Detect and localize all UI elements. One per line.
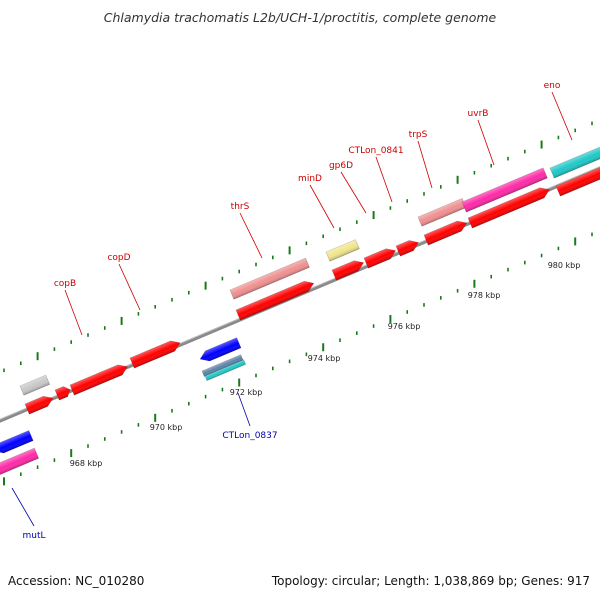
gene-red-a	[24, 395, 54, 415]
leader-line	[551, 91, 573, 141]
leader-line	[64, 289, 83, 336]
kbp-label: 980 kbp	[548, 261, 581, 270]
gene-features	[0, 144, 600, 477]
kbp-labels: 968 kbp 970 kbp 972 kbp 974 kbp 976 kbp 978 k…	[70, 261, 581, 468]
gene-CTLon_0837-cyan	[204, 359, 247, 382]
gene-red-b	[54, 386, 71, 401]
gene-CTLon_0841	[395, 240, 419, 257]
gene-copB	[69, 364, 128, 396]
accession-text: Accession: NC_010280	[8, 574, 144, 588]
gene-label: CTLon_0837	[222, 431, 277, 441]
gene-eno-cyan	[549, 144, 600, 179]
leader-line	[11, 487, 35, 527]
gene-label: CTLon_0841	[348, 146, 403, 156]
gene-trpS	[423, 220, 468, 246]
gene-label: eno	[544, 81, 561, 91]
gene-uvrB	[467, 187, 550, 229]
gene-gp6D	[363, 248, 397, 269]
leader-line	[477, 119, 495, 166]
kbp-label: 976 kbp	[388, 322, 421, 331]
map-title: Chlamydia trachomatis L2b/UCH-1/proctiti…	[104, 10, 497, 25]
gene-label: uvrB	[468, 109, 489, 119]
gene-label: minD	[298, 174, 322, 184]
leader-line	[309, 184, 335, 229]
kbp-label: 970 kbp	[150, 423, 183, 432]
genome-summary-text: Topology: circular; Length: 1,038,869 bp…	[271, 574, 590, 588]
gene-label: copD	[107, 253, 130, 263]
gene-uvrB-magenta	[461, 167, 548, 213]
gene-copD	[129, 340, 181, 369]
tick-marks	[3, 121, 593, 486]
gene-mutL-blue	[0, 430, 34, 454]
gene-gray-upper	[19, 374, 51, 396]
gene-label: gp6D	[329, 161, 353, 171]
leader-line	[239, 212, 263, 259]
gene-eno	[555, 165, 600, 197]
gene-label: trpS	[409, 130, 428, 140]
gene-thrS-pink	[229, 257, 310, 300]
gene-label: copB	[54, 279, 76, 289]
kbp-label: 978 kbp	[468, 291, 501, 300]
gene-thrS	[235, 280, 315, 321]
gene-minD	[331, 260, 365, 281]
kbp-label: 972 kbp	[230, 388, 263, 397]
gene-minD-yellow	[325, 239, 360, 262]
leader-line	[340, 171, 367, 214]
leader-line	[375, 156, 393, 203]
kbp-label: 968 kbp	[70, 459, 103, 468]
gene-labels: copB copD thrS minD gp6D CTLon_0841 trpS uvrB en…	[11, 81, 573, 541]
leader-line	[417, 140, 433, 189]
leader-line	[118, 263, 141, 311]
gene-mutL-magenta	[0, 447, 40, 477]
gene-label: mutL	[22, 531, 45, 541]
kbp-label: 974 kbp	[308, 354, 341, 363]
gene-blue-reverse	[199, 337, 242, 362]
leader-line	[237, 392, 251, 427]
gene-label: thrS	[231, 202, 250, 212]
